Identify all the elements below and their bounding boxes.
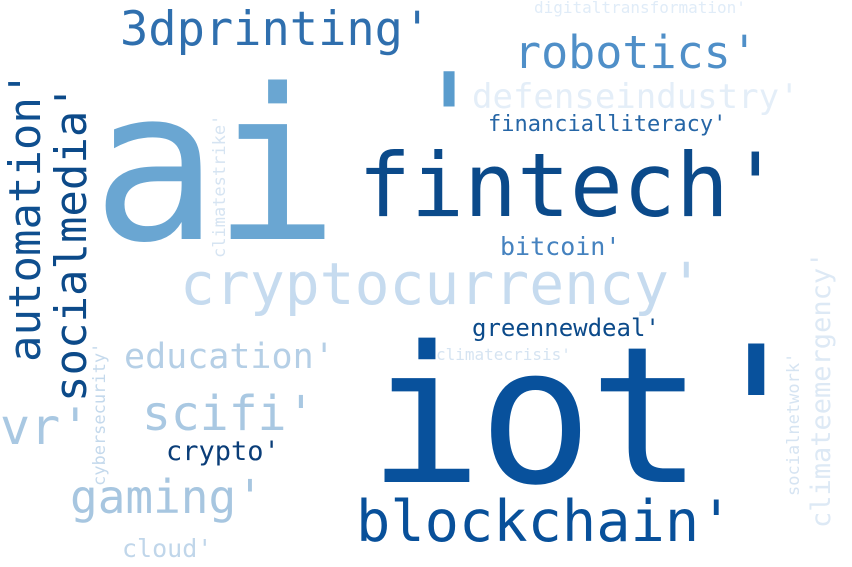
word-cybersecurity: cybersecurity' xyxy=(90,342,110,486)
word-3dprinting: 3dprinting' xyxy=(120,2,432,57)
word-scifi: scifi' xyxy=(142,386,316,442)
word-cloud: cloud' xyxy=(122,534,213,563)
word-education: education' xyxy=(124,337,335,377)
word-digitaltransformation: digitaltransformation' xyxy=(534,0,746,17)
word-ai: ai xyxy=(92,44,339,289)
word-climatecrisis: climatecrisis' xyxy=(436,345,571,364)
word-defenseindustry: defenseindustry' xyxy=(472,77,800,117)
word-climatestrike: climatestrike' xyxy=(210,114,230,258)
word-fintech: fintech' xyxy=(358,134,782,237)
word-blockchain: blockchain' xyxy=(356,489,734,555)
word-vr: vr' xyxy=(0,398,91,456)
word-iot: iot' xyxy=(368,306,814,527)
word-crypto: crypto' xyxy=(166,436,280,467)
word-financialliteracy: financialliteracy' xyxy=(488,112,727,137)
word-socialnetwork: socialnetwork' xyxy=(784,352,804,496)
word-socialmedia: socialmedia' xyxy=(46,84,97,402)
word-cryptocurrency: cryptocurrency' xyxy=(180,250,704,318)
word-gaming: gaming' xyxy=(70,470,264,524)
word-greennewdeal: greennewdeal' xyxy=(472,314,660,342)
word-climateemergency: climateemergency' xyxy=(806,251,837,528)
word-robotics: robotics' xyxy=(514,26,758,79)
word-bitcoin: bitcoin' xyxy=(500,232,621,261)
word-automation: automation' xyxy=(0,70,51,362)
word-ai-quote: ' xyxy=(410,45,489,197)
